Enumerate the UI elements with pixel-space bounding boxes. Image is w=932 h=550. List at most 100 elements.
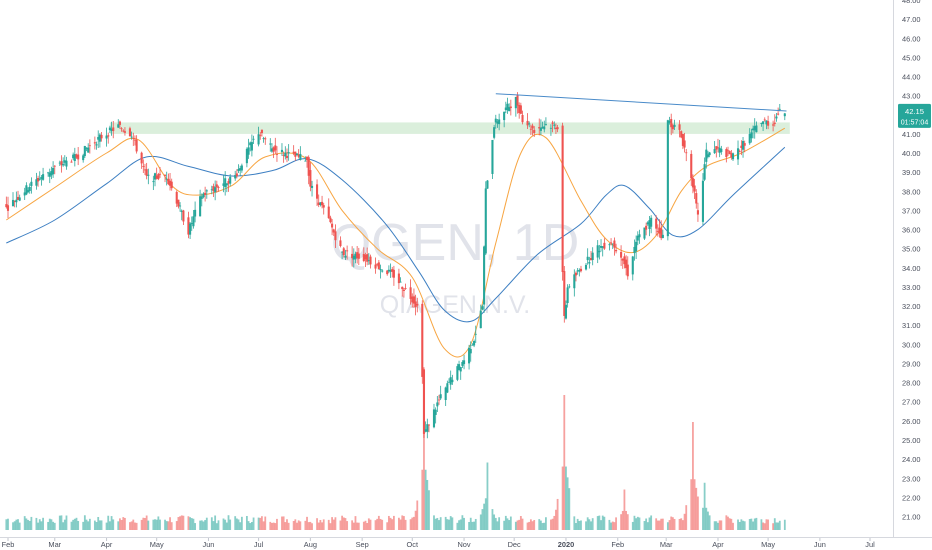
candle [660,220,663,241]
volume-bar [132,519,135,530]
candle [334,224,337,248]
price-tick-label: 32.00 [902,302,921,311]
candle [397,268,400,290]
candle [11,192,15,207]
candle [391,266,394,278]
volume-bar [105,522,108,530]
candle [70,159,73,163]
price-tick-label: 34.00 [902,264,921,273]
candle [713,141,716,154]
candle [310,180,314,197]
volume-bar [374,520,377,530]
volume-bar [192,518,195,530]
volume-bar [683,513,686,530]
volume-bar [60,515,63,530]
volume-bar [509,516,512,530]
candle [591,247,594,266]
time-tick-label: Feb [2,540,15,549]
volume-bar [58,515,61,530]
time-tick-label: 2020 [558,540,574,549]
candle [235,169,238,179]
candle [718,139,721,158]
volume-bar [120,519,123,530]
price-axis[interactable]: 21.00 22.00 23.00 24.00 25.00 26.00 27.00 28.00… [902,0,921,522]
volume-bar [62,522,65,530]
candle [331,218,334,236]
candle [93,136,96,150]
candle [299,146,302,161]
candle [783,112,786,121]
volume-bar [50,519,53,530]
candle [584,262,588,271]
volume-bar [389,517,392,530]
candle [48,168,51,184]
candle [245,147,248,168]
candle [77,147,80,166]
volume-bar [697,496,699,530]
volume-bar [354,516,357,530]
candle [128,126,131,137]
volume-bar [608,519,611,530]
candle [107,132,110,144]
volume-bar [473,521,475,530]
candle [691,174,694,194]
candle [529,124,532,135]
price-tick-label: 48.00 [902,0,921,5]
volume-bar [469,517,472,530]
candle [389,263,392,278]
volume-bar [693,479,696,530]
candle [401,286,404,297]
candle [145,162,148,180]
volume-bar [25,518,28,530]
candle [468,344,471,370]
candle [237,164,240,173]
candle [377,260,380,270]
time-tick-label: May [150,540,164,549]
volume-bar [47,521,49,530]
candle [693,178,696,200]
volume-bar [70,521,73,530]
volume-bar [506,518,509,530]
support-zone[interactable] [109,122,790,134]
candle [42,167,45,181]
candle [498,113,501,131]
volume-bar [496,521,499,530]
trendline-layer[interactable] [495,93,787,112]
candle [204,186,207,202]
volume-bar [369,519,372,530]
candle [351,246,354,267]
volume-bar [658,520,661,530]
candle [568,284,571,289]
candle [447,378,451,383]
time-tick-label: Mar [660,540,673,549]
volume-bar [541,523,544,530]
volume-bar [317,522,320,530]
volume-bar [352,522,355,530]
candle [130,131,133,140]
time-axis[interactable]: Feb Mar Apr May Jun Jul Aug Sep Oct Nov Dec 2020 Feb… [2,538,875,549]
candle [16,190,20,201]
volume-bar [740,519,743,530]
volume-bar [773,518,776,530]
volume-bar [514,521,517,530]
volume-bar [444,516,447,530]
candle [292,145,295,156]
price-tick-label: 36.00 [902,226,921,235]
volume-bar [364,520,367,530]
candle [122,129,125,133]
candle [509,99,512,116]
volume-bar [459,519,462,530]
volume-bar [565,466,567,530]
candle [18,194,21,202]
candle [342,247,345,258]
volume-bar [636,516,639,530]
candle [416,297,419,313]
time-tick-label: Apr [712,540,724,549]
candle [772,120,775,132]
candle [135,135,138,154]
volume-bar [743,521,746,530]
resistance-trendline[interactable] [495,93,787,112]
candle [250,134,253,157]
